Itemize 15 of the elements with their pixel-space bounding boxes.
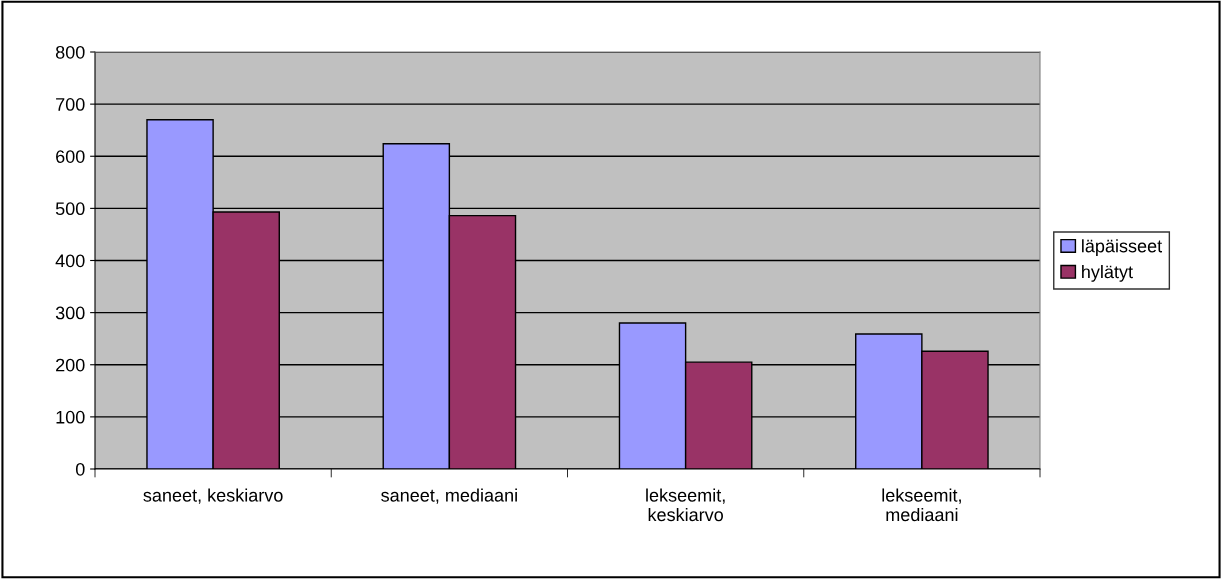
legend-label: hylätyt: [1082, 265, 1133, 282]
y-tick-label: 300: [55, 306, 85, 320]
legend-label: läpäisseet: [1082, 239, 1163, 256]
x-tick-label: lekseemit, keskiarvo: [646, 488, 725, 522]
y-tick-label: 100: [56, 410, 85, 424]
y-tick-label: 400: [55, 254, 85, 268]
y-tick-label: 500: [55, 202, 85, 216]
y-tick-label: 0: [75, 462, 85, 476]
x-tick-label: saneet, keskiarvo: [143, 488, 283, 504]
y-tick-label: 800: [55, 45, 85, 59]
y-tick-label: 600: [56, 150, 85, 163]
y-tick-label: 200: [56, 358, 85, 372]
x-tick-label: lekseemit, mediaani: [882, 488, 961, 522]
x-tick-label: saneet, mediaani: [381, 488, 517, 504]
y-tick-label: 700: [56, 98, 85, 111]
